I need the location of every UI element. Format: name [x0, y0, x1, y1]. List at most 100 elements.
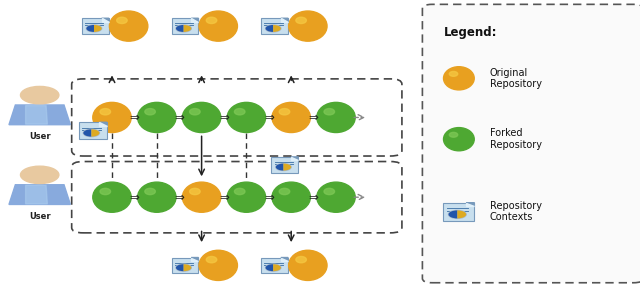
Ellipse shape [138, 102, 176, 133]
FancyBboxPatch shape [261, 258, 288, 273]
FancyBboxPatch shape [261, 18, 288, 34]
Wedge shape [86, 25, 94, 32]
FancyBboxPatch shape [172, 258, 198, 273]
Wedge shape [83, 129, 92, 137]
Polygon shape [291, 157, 298, 160]
Ellipse shape [116, 17, 127, 23]
Text: ⇒: ⇒ [219, 191, 229, 204]
Polygon shape [281, 258, 288, 261]
Wedge shape [273, 25, 281, 32]
Wedge shape [449, 211, 458, 218]
Ellipse shape [279, 108, 290, 115]
Ellipse shape [324, 188, 335, 195]
Wedge shape [92, 129, 99, 137]
Polygon shape [466, 203, 474, 206]
Text: User: User [29, 132, 51, 141]
Ellipse shape [93, 182, 131, 212]
Text: ⇒: ⇒ [129, 191, 140, 204]
Wedge shape [273, 264, 281, 271]
Ellipse shape [93, 102, 131, 133]
Ellipse shape [206, 17, 217, 23]
Polygon shape [99, 122, 107, 126]
Text: Forked
Repository: Forked Repository [490, 128, 541, 150]
Ellipse shape [449, 132, 458, 137]
Wedge shape [276, 164, 284, 171]
Text: ⇒: ⇒ [174, 111, 184, 124]
Wedge shape [176, 25, 184, 32]
Polygon shape [191, 18, 198, 21]
Text: User: User [29, 212, 51, 221]
Ellipse shape [272, 182, 310, 212]
Ellipse shape [234, 188, 245, 195]
FancyBboxPatch shape [79, 122, 107, 139]
Ellipse shape [100, 188, 111, 195]
FancyBboxPatch shape [444, 203, 474, 221]
Ellipse shape [317, 182, 355, 212]
Polygon shape [9, 185, 70, 204]
Ellipse shape [100, 108, 111, 115]
Text: ⇒: ⇒ [264, 111, 274, 124]
Text: Original
Repository: Original Repository [490, 68, 541, 89]
Wedge shape [176, 264, 184, 271]
Ellipse shape [199, 250, 237, 280]
Text: ⇒: ⇒ [219, 111, 229, 124]
Polygon shape [102, 18, 109, 21]
Circle shape [20, 86, 59, 104]
Ellipse shape [138, 182, 176, 212]
Polygon shape [102, 18, 109, 21]
FancyBboxPatch shape [271, 157, 298, 173]
Ellipse shape [324, 108, 335, 115]
Text: ⇒: ⇒ [308, 191, 319, 204]
FancyBboxPatch shape [82, 18, 109, 34]
Ellipse shape [199, 11, 237, 41]
Ellipse shape [189, 188, 200, 195]
Text: ⇒: ⇒ [174, 191, 184, 204]
FancyBboxPatch shape [172, 18, 198, 34]
Ellipse shape [272, 102, 310, 133]
Circle shape [449, 211, 466, 218]
Circle shape [266, 264, 281, 271]
Text: ⇒: ⇒ [264, 191, 274, 204]
Polygon shape [191, 258, 198, 261]
Ellipse shape [444, 128, 474, 151]
Wedge shape [266, 25, 273, 32]
Wedge shape [184, 25, 191, 32]
Text: ⇒: ⇒ [308, 111, 319, 124]
Ellipse shape [234, 108, 245, 115]
Polygon shape [281, 18, 288, 21]
Ellipse shape [227, 182, 266, 212]
Polygon shape [281, 18, 288, 21]
Circle shape [276, 164, 291, 171]
Ellipse shape [449, 71, 458, 76]
Polygon shape [26, 185, 47, 204]
Circle shape [176, 25, 191, 32]
Text: ⇒: ⇒ [129, 111, 140, 124]
Wedge shape [94, 25, 102, 32]
Ellipse shape [182, 182, 221, 212]
Ellipse shape [182, 102, 221, 133]
Wedge shape [266, 264, 273, 271]
Circle shape [176, 264, 191, 271]
Ellipse shape [296, 17, 307, 23]
Ellipse shape [145, 108, 156, 115]
Polygon shape [291, 157, 298, 160]
Polygon shape [99, 122, 107, 126]
Ellipse shape [317, 102, 355, 133]
Wedge shape [458, 211, 466, 218]
Ellipse shape [206, 256, 217, 263]
Ellipse shape [279, 188, 290, 195]
Ellipse shape [189, 108, 200, 115]
Ellipse shape [289, 11, 327, 41]
Polygon shape [281, 258, 288, 261]
Ellipse shape [444, 67, 474, 90]
Polygon shape [191, 258, 198, 261]
Text: Legend:: Legend: [444, 26, 497, 39]
Polygon shape [9, 105, 70, 125]
Ellipse shape [109, 11, 148, 41]
Circle shape [86, 25, 102, 32]
Text: Repository
Contexts: Repository Contexts [490, 201, 541, 222]
Polygon shape [26, 106, 47, 124]
Circle shape [266, 25, 281, 32]
Circle shape [20, 166, 59, 184]
Wedge shape [284, 164, 291, 171]
